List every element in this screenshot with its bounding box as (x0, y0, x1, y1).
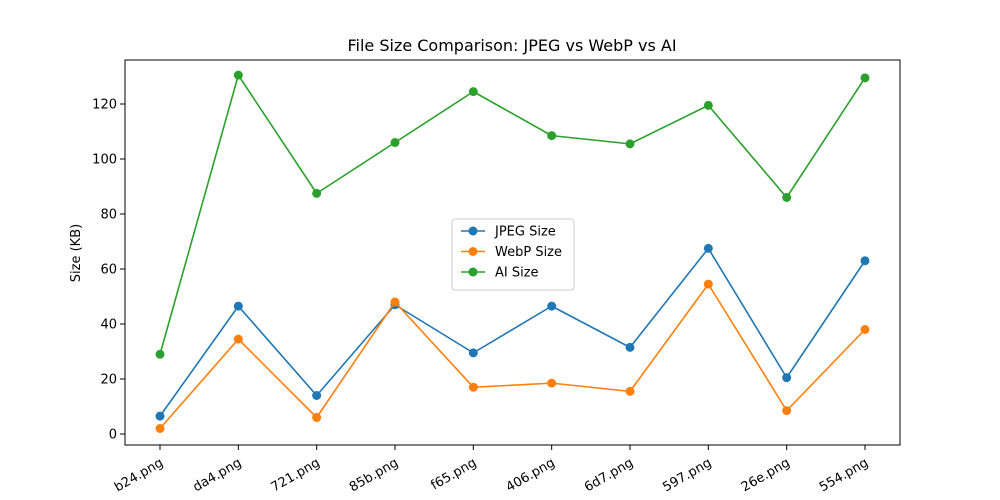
data-point (782, 406, 792, 416)
data-point (625, 342, 635, 352)
x-tick-label: da4.png (191, 455, 245, 495)
legend-item: AI Size (461, 266, 539, 281)
data-point (312, 391, 322, 400)
x-tick-label: 721.png (269, 455, 323, 495)
x-tick-label: 26e.png (739, 455, 793, 495)
data-point (312, 413, 322, 422)
data-point (625, 386, 635, 396)
data-point (155, 411, 165, 421)
data-point (860, 256, 870, 266)
data-point (233, 301, 243, 311)
series-layer (155, 70, 870, 433)
data-point (625, 139, 635, 149)
legend-marker (468, 247, 478, 256)
y-tick-label: 120 (92, 98, 117, 113)
y-axis-label: Size (KB) (69, 224, 84, 282)
data-point (860, 325, 870, 334)
chart-title: File Size Comparison: JPEG vs WebP vs AI (347, 36, 676, 55)
series-line (159, 283, 866, 430)
x-tick-label: 85b.png (347, 455, 401, 495)
y-tick-label: 20 (100, 373, 117, 388)
y-tick-label: 40 (100, 318, 117, 333)
legend-label: JPEG Size (494, 225, 556, 240)
series-2 (155, 70, 870, 359)
legend-item: JPEG Size (461, 225, 556, 240)
legend-label: WebP Size (495, 245, 562, 260)
series-0 (155, 243, 870, 421)
data-point (390, 138, 400, 147)
data-point (312, 188, 322, 198)
legend-item: WebP Size (461, 245, 562, 260)
legend-marker (468, 226, 478, 236)
x-tick-label: 406.png (504, 455, 558, 495)
data-point (155, 424, 165, 433)
legend: JPEG Size WebP Size AI Size (451, 218, 575, 291)
data-point (703, 243, 713, 253)
data-point (390, 297, 400, 307)
data-point (155, 349, 165, 359)
x-tick-label: 6d7.png (582, 455, 636, 495)
y-tick-label: 0 (109, 428, 117, 443)
data-point (468, 382, 478, 392)
data-point (860, 73, 870, 83)
data-point (547, 301, 557, 311)
series-1 (155, 279, 870, 433)
y-tick-label: 60 (100, 263, 117, 278)
data-point (233, 70, 243, 80)
series-line (159, 74, 866, 355)
x-tick-label: b24.png (112, 455, 166, 495)
x-tick-label: f65.png (429, 455, 480, 493)
legend-label: AI Size (495, 266, 539, 281)
legend-marker (468, 267, 478, 277)
data-point (782, 373, 792, 383)
data-point (547, 378, 557, 388)
series-line (159, 247, 866, 417)
plot-frame (124, 59, 901, 446)
data-point (468, 348, 478, 358)
data-point (233, 334, 243, 344)
x-tick-label: 554.png (817, 455, 871, 495)
x-tick-label: 597.png (660, 455, 714, 495)
y-tick-label: 100 (92, 153, 117, 168)
data-point (703, 100, 713, 110)
y-tick-label: 80 (100, 208, 117, 223)
data-point (782, 193, 792, 202)
data-point (547, 131, 557, 141)
data-point (703, 279, 713, 289)
data-point (468, 87, 478, 97)
